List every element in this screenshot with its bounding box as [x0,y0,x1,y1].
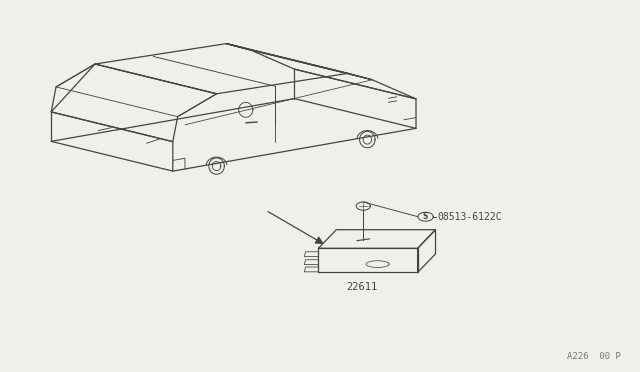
Text: S: S [423,212,428,221]
Text: A226  00 P: A226 00 P [567,352,621,361]
Text: 22611: 22611 [346,282,377,292]
Text: 08513-6122C: 08513-6122C [438,212,502,222]
